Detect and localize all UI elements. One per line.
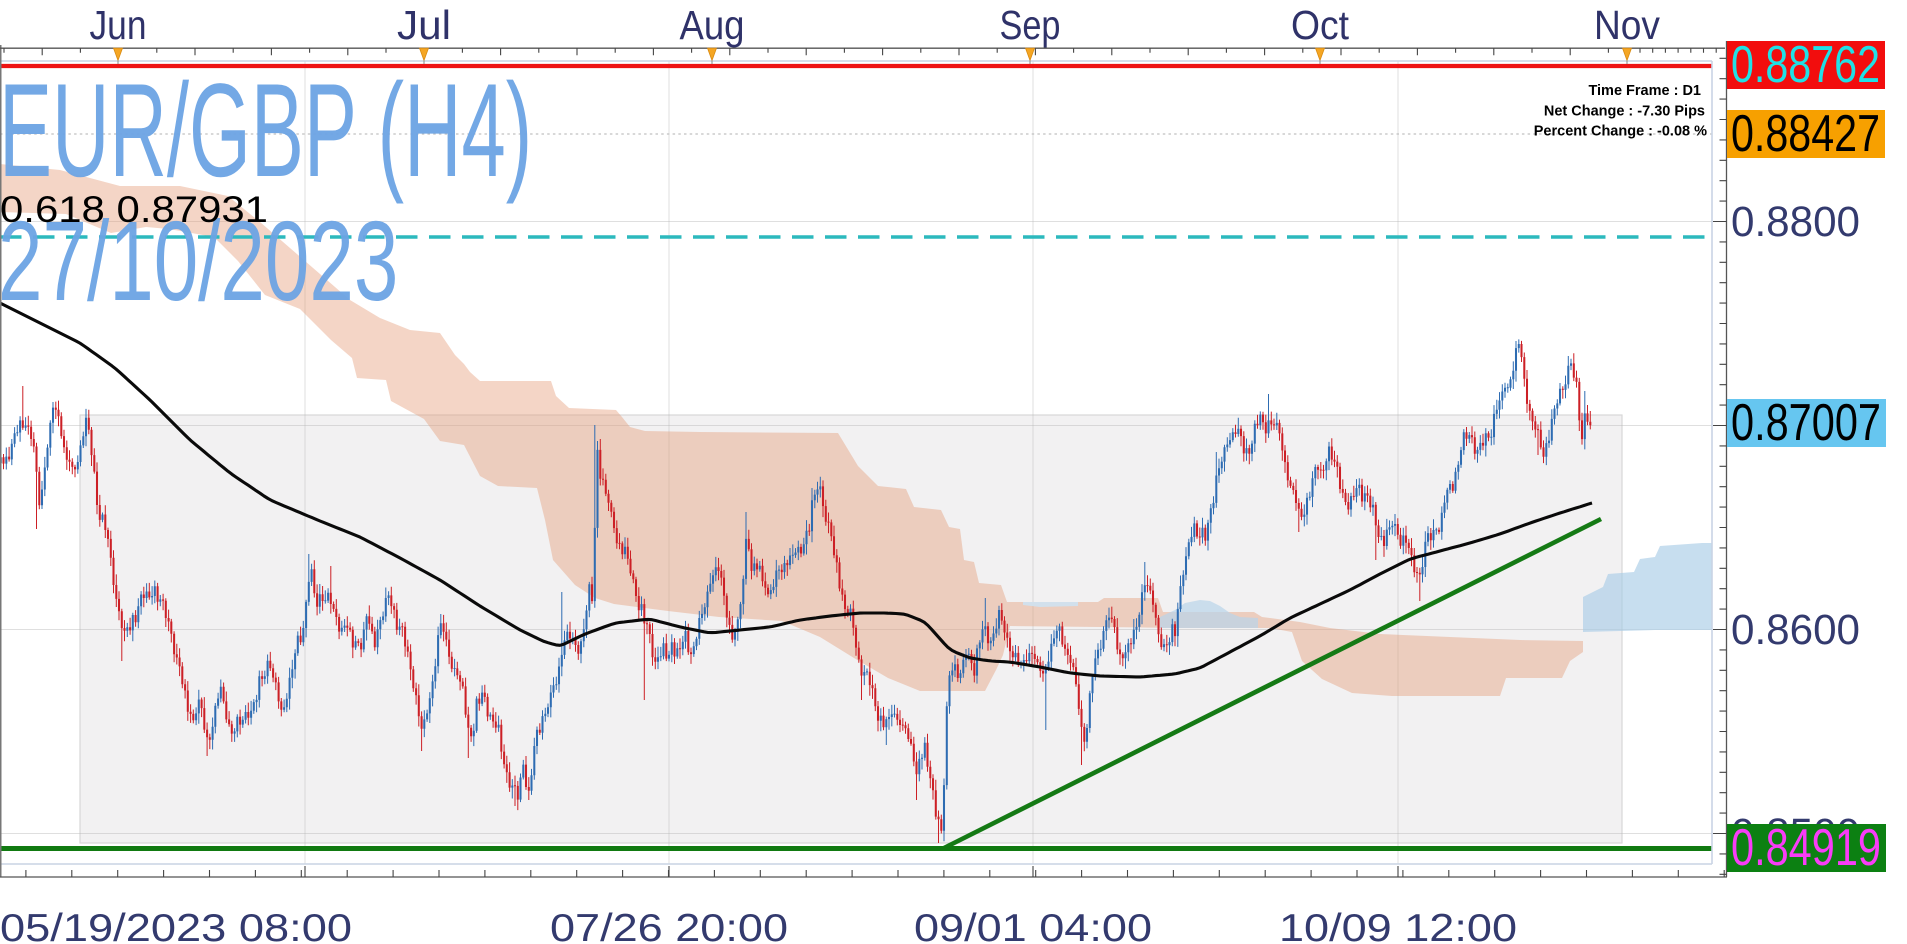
svg-text:EUR/GBP (H4): EUR/GBP (H4): [0, 57, 532, 205]
svg-text:07/26 20:00: 07/26 20:00: [550, 907, 788, 944]
svg-text:Time Frame : D1: Time Frame : D1: [1588, 83, 1701, 99]
svg-text:10/09 12:00: 10/09 12:00: [1279, 907, 1517, 944]
svg-text:Aug: Aug: [680, 2, 745, 48]
svg-text:0.8800: 0.8800: [1731, 198, 1860, 246]
svg-text:Percent Change : -0.08 %: Percent Change : -0.08 %: [1534, 124, 1707, 140]
svg-text:Nov: Nov: [1594, 2, 1660, 48]
svg-text:0.87007: 0.87007: [1731, 394, 1881, 452]
svg-text:05/19/2023 08:00: 05/19/2023 08:00: [0, 907, 352, 944]
svg-text:Sep: Sep: [1000, 2, 1061, 48]
svg-text:0.618 0.87931: 0.618 0.87931: [0, 188, 268, 230]
svg-text:Net Change : -7.30 Pips: Net Change : -7.30 Pips: [1544, 104, 1705, 120]
svg-text:0.88427: 0.88427: [1731, 105, 1880, 163]
svg-text:09/01 04:00: 09/01 04:00: [914, 907, 1152, 944]
svg-text:Jul: Jul: [397, 2, 451, 48]
svg-text:0.84919: 0.84919: [1731, 819, 1881, 877]
svg-text:Jun: Jun: [90, 2, 147, 48]
svg-text:Oct: Oct: [1291, 2, 1350, 48]
svg-text:0.8600: 0.8600: [1731, 606, 1860, 654]
svg-text:27/10/2023: 27/10/2023: [0, 197, 398, 324]
svg-text:0.88762: 0.88762: [1731, 36, 1880, 94]
